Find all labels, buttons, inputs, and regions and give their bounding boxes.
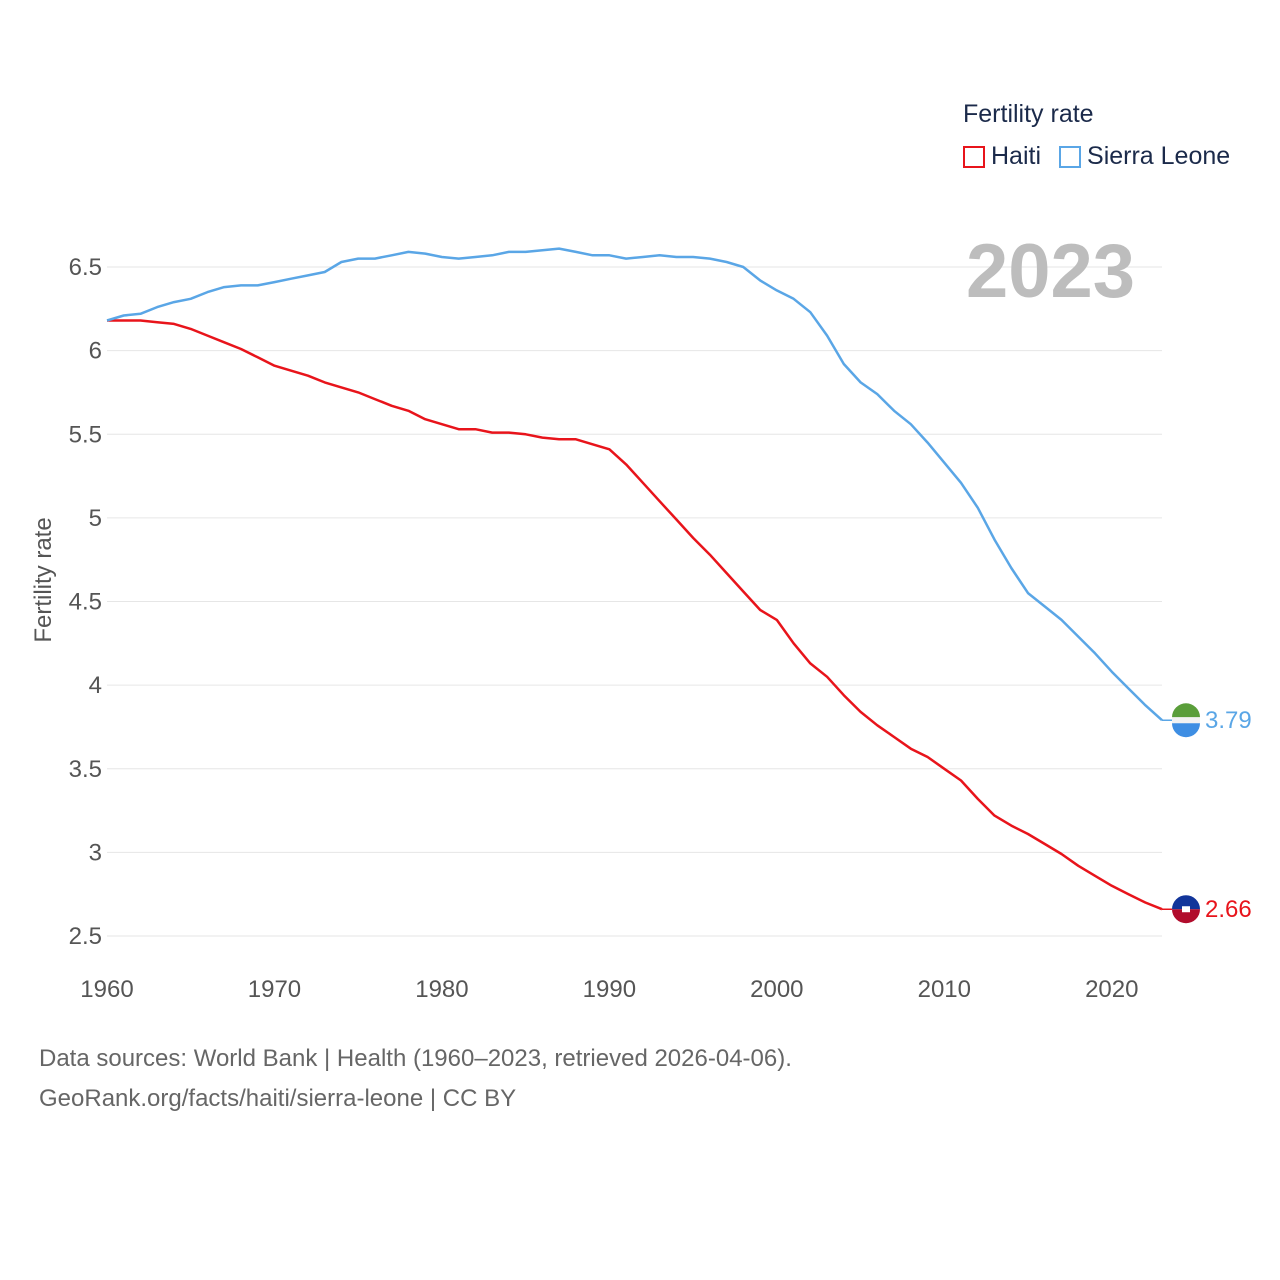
y-tick-label: 4: [89, 672, 102, 699]
current-year-label: 2023: [966, 229, 1136, 314]
legend-label-sierra-leone: Sierra Leone: [1087, 142, 1231, 170]
y-tick-label: 6: [89, 338, 102, 365]
series-lines: [106, 247, 1163, 911]
end-markers: 2.66 3.79: [1162, 703, 1252, 924]
legend-label-haiti: Haiti: [991, 142, 1042, 170]
series-line-haiti: [107, 319, 1163, 911]
flag-half: [1172, 909, 1200, 924]
y-tick-label: 2.5: [69, 923, 102, 950]
y-axis-label: Fertility rate: [30, 517, 57, 642]
flag-haiti-icon: [1172, 895, 1200, 924]
x-tick-label: 2010: [918, 976, 971, 1003]
x-tick-label: 2000: [750, 976, 803, 1003]
legend-title: Fertility rate: [963, 100, 1094, 128]
x-tick-label: 1970: [248, 976, 301, 1003]
x-tick-label: 2020: [1085, 976, 1138, 1003]
legend-item-sierra-leone[interactable]: Sierra Leone: [1059, 142, 1230, 171]
y-tick-label: 5.5: [69, 421, 102, 448]
x-axis-ticks: 1960 1970 1980 1990 2000 2010 2020: [80, 976, 1138, 1003]
y-tick-label: 4.5: [69, 589, 102, 616]
y-tick-label: 6.5: [69, 254, 102, 281]
legend: Haiti Sierra Leone: [963, 142, 1248, 171]
flag-sierra-leone-icon: [1172, 703, 1200, 738]
end-value-label-haiti: 2.66: [1205, 896, 1252, 923]
y-axis-ticks: 2.5 3 3.5 4 4.5 5 5.5 6 6.5: [69, 254, 102, 950]
x-tick-label: 1980: [415, 976, 468, 1003]
footer-attribution: GeoRank.org/facts/haiti/sierra-leone | C…: [39, 1085, 517, 1112]
flag-band: [1172, 723, 1200, 738]
x-tick-label: 1990: [583, 976, 636, 1003]
flag-band: [1172, 717, 1200, 724]
x-tick-label: 1960: [80, 976, 133, 1003]
end-value-label-sierra-leone: 3.79: [1205, 707, 1252, 734]
legend-item-haiti[interactable]: Haiti: [963, 142, 1041, 171]
y-tick-label: 3.5: [69, 756, 102, 783]
flag-band: [1172, 703, 1200, 718]
y-tick-label: 5: [89, 505, 102, 532]
flag-half: [1172, 895, 1200, 910]
footer-sources: Data sources: World Bank | Health (1960–…: [39, 1045, 792, 1072]
y-tick-label: 3: [89, 839, 102, 866]
legend-swatch-sierra-leone: [1059, 145, 1082, 168]
series-line-sierra-leone: [106, 247, 1163, 722]
legend-swatch-haiti: [963, 145, 985, 168]
gridlines: [107, 266, 1162, 937]
flag-emblem: [1182, 906, 1190, 913]
